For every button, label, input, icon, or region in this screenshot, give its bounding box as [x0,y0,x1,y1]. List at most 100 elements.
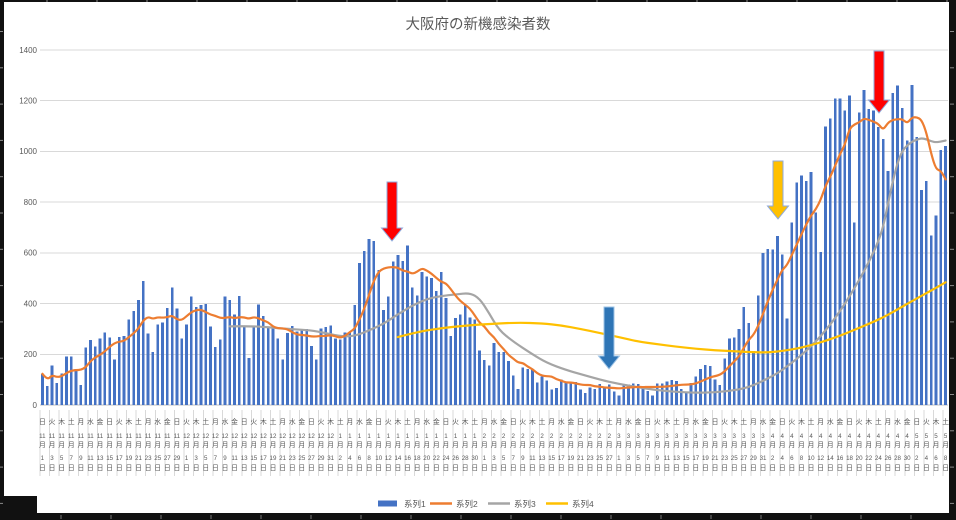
yellow-arrow[interactable] [766,160,790,220]
x-tick-label: 日 [644,464,651,472]
legend-swatch-bar [378,500,397,507]
x-tick-label: 月 [587,441,594,449]
x-tick-label: 月 [760,441,767,449]
x-tick-label: 木 [731,417,738,426]
x-tick-label: 12 [212,433,219,440]
x-tick-label: 日 [375,418,382,426]
x-tick-label: 日 [260,464,267,472]
y-tick-label: 0 [33,401,38,410]
red-arrow-2[interactable] [867,50,891,114]
x-tick-label: 月 [933,441,940,449]
window-edge-top [0,0,956,2]
bar [170,287,174,405]
bar [660,383,664,405]
bar [795,182,799,405]
x-tick-label: 31 [760,455,767,462]
x-tick-label: 土 [270,417,277,426]
bar [800,175,803,405]
x-tick-label: 11 [87,455,94,462]
bar [843,110,847,405]
x-tick-label: 1 [454,433,458,440]
bar [305,329,308,405]
blue-arrow[interactable] [597,306,621,370]
x-tick-label: 23 [721,455,728,462]
bar [459,314,462,405]
x-tick-label: 3 [713,433,717,440]
bar [511,375,515,405]
bar [550,389,554,405]
x-tick-label: 月 [894,441,901,449]
x-tick-label: 日 [683,464,690,472]
legend[interactable]: 系列1 系列2 系列3 系列4 [378,499,594,509]
x-tick-label: 月 [529,441,536,449]
x-tick-label: 7 [70,455,74,462]
x-tick-label: 月 [231,441,238,449]
chart-title[interactable]: 大阪府の新機感染者数 [406,16,551,33]
bar [271,326,275,405]
x-tick-label: 1 [377,433,381,440]
bar [257,304,260,405]
x-tick-label: 6 [358,455,362,462]
x-tick-label: 金 [164,417,171,426]
x-tick-label: 5 [204,455,208,462]
x-tick-label: 日 [721,464,728,472]
bar [382,310,385,405]
x-tick-label: 水 [289,417,296,426]
x-tick-label: 日 [145,464,152,472]
x-tick-label: 金 [702,417,709,426]
bar [742,307,746,405]
legend-item-系列4[interactable]: 系列4 [546,499,594,509]
x-tick-label: 4 [857,433,861,440]
bar [737,328,741,405]
x-tick-label: 26 [452,455,459,462]
bar [559,379,563,405]
x-tick-label: 月 [683,441,690,449]
x-tick-label: 月 [817,441,824,449]
x-tick-label: 火 [587,418,594,426]
x-tick-label: 月 [616,441,623,449]
x-tick-label: 19 [702,455,709,462]
x-tick-label: 月 [558,441,565,449]
bar-series-1 [41,84,947,406]
x-tick-label: 日 [577,418,584,426]
x-tick-label: 日 [933,464,940,472]
x-tick-label: 月 [481,441,488,449]
x-tick-label: 日 [519,464,526,472]
bar [463,304,467,405]
bar [223,296,227,405]
legend-item-系列1[interactable]: 系列1 [378,499,426,509]
x-tick-label: 日 [327,464,334,472]
x-tick-label: 日 [452,464,459,472]
x-tick-label: 水 [222,417,229,426]
x-tick-label: 3 [752,433,756,440]
x-tick-label: 月 [702,441,709,449]
x-tick-label: 16 [836,455,843,462]
bar [103,332,107,405]
line-series4 [396,281,947,354]
x-tick-label: 25 [731,455,738,462]
red-arrow-1[interactable] [380,181,404,242]
x-tick-label: 日 [462,464,469,472]
x-tick-label: 月 [491,441,498,449]
x-tick-label: 5 [502,455,506,462]
x-tick-label: 木 [529,417,536,426]
x-tick-label: 1 [473,433,477,440]
bar [838,98,842,406]
x-tick-label: 月 [923,441,930,449]
arrow-annotations[interactable] [380,50,891,370]
x-tick-label: 12 [298,433,305,440]
x-tick-label: 日 [337,464,344,472]
x-tick-label: 木 [798,417,805,426]
x-tick-label: 13 [673,455,680,462]
x-tick-label: 15 [548,455,555,462]
x-tick-label: 22 [865,455,872,462]
legend-item-系列3[interactable]: 系列3 [488,499,536,509]
x-tick-label: 11 [58,433,65,440]
x-tick-label: 23 [145,455,152,462]
legend-item-系列2[interactable]: 系列2 [430,499,478,509]
x-tick-label: 金 [500,417,507,426]
x-tick-label: 1 [339,433,343,440]
bar [526,368,529,405]
x-tick-label: 3 [656,433,660,440]
